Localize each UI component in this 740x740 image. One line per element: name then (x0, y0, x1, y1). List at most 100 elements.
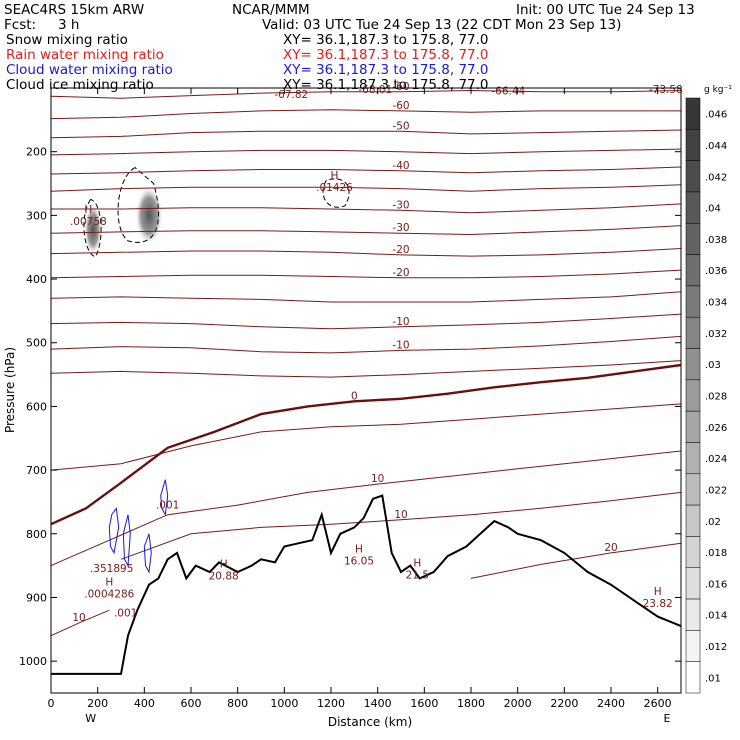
value-label: -68.01 (358, 84, 392, 96)
contour-label: -20 (392, 267, 409, 279)
colorbar-label: .042 (705, 172, 727, 183)
temperature-contour (50, 360, 682, 378)
y-tick-label: 600 (26, 400, 47, 413)
x-tick-label: 2600 (644, 697, 672, 710)
contour-label: 10 (371, 473, 384, 485)
colorbar-label: .032 (705, 329, 727, 340)
field-xy: XY= 36.1,187.3 to 175.8, 77.0 (283, 77, 489, 93)
field-xy: XY= 36.1,187.3 to 175.8, 77.0 (283, 47, 489, 63)
temperature-contour (50, 148, 682, 156)
temperature-contour (50, 313, 682, 330)
colorbar-cell (685, 160, 701, 193)
temperature-contour (50, 450, 682, 567)
x-tick-label: 1800 (457, 697, 485, 710)
model-title: SEAC4RS 15km ARW (4, 2, 144, 18)
value-label: .001 (156, 499, 179, 511)
temperature-contour (51, 203, 682, 214)
temperature-contour (50, 129, 682, 139)
colorbar-unit: g kg⁻¹ (704, 85, 732, 95)
value-label: .0004286 (84, 588, 134, 600)
colorbar-label: .028 (705, 392, 727, 403)
value-label: .001 (114, 608, 137, 620)
max-marker: H (220, 559, 228, 571)
x-tick-label: 1400 (364, 697, 392, 710)
x-tick-label: 400 (134, 697, 155, 710)
value-label: .00758 (70, 216, 107, 228)
colorbar-cell (685, 598, 701, 631)
temperature-contour (50, 403, 682, 471)
field-name: Snow mixing ratio (6, 32, 128, 48)
y-tick-label: 200 (26, 146, 47, 159)
colorbar-cell (685, 97, 701, 130)
colorbar-cell (685, 129, 701, 161)
colorbar-label: .034 (705, 298, 727, 309)
y-tick-label: 1000 (19, 655, 47, 668)
cloud-water-contour (108, 506, 120, 555)
max-marker: H (355, 543, 363, 555)
header: SEAC4RS 15km ARW NCAR/MMM Init: 00 UTC T… (4, 2, 695, 93)
value-label: -67.82 (274, 89, 308, 101)
x-end-east: E (664, 712, 671, 725)
cloud-water-contour (122, 514, 131, 568)
max-marker: H (331, 170, 339, 182)
x-tick-label: 2400 (597, 697, 625, 710)
temperature-contour (50, 166, 682, 175)
contour-label: 0 (351, 390, 358, 402)
temperature-contour (470, 542, 682, 579)
temperature-contour (50, 291, 682, 303)
y-tick-label: 500 (26, 337, 47, 350)
x-end-west: W (85, 712, 96, 725)
field-name: Cloud ice mixing ratio (6, 77, 154, 93)
colorbar-label: .044 (705, 141, 727, 152)
colorbar-label: .024 (705, 454, 727, 465)
value-label: .351895 (90, 563, 133, 575)
y-tick-label: 400 (26, 273, 47, 286)
contour-label: 10 (72, 612, 85, 624)
temperature-contour (50, 109, 681, 120)
contour-label: -60 (392, 100, 409, 112)
contour-label: -10 (392, 316, 409, 328)
x-tick-label: 2200 (550, 697, 578, 710)
colorbar-cell (685, 191, 701, 224)
max-marker: H (105, 576, 113, 588)
value-label: 21.5 (406, 569, 429, 581)
temperature-contour (50, 89, 682, 99)
contour-label: -30 (392, 199, 409, 211)
colorbar-cell (685, 442, 701, 475)
snow-contour (83, 198, 102, 258)
value-label: 16.05 (344, 555, 374, 567)
x-tick-label: 2000 (504, 697, 532, 710)
temperature-contour (50, 225, 682, 236)
x-tick-label: 200 (87, 697, 108, 710)
colorbar-label: .038 (705, 235, 727, 246)
field-name: Rain water mixing ratio (6, 47, 164, 63)
contour-label: -20 (392, 244, 409, 256)
contour-label: 20 (604, 542, 617, 554)
temperature-contour (120, 491, 682, 560)
max-marker: H (84, 204, 92, 216)
colorbar-cell (685, 473, 701, 506)
colorbar-label: .046 (705, 110, 727, 121)
temperature-contour (50, 364, 682, 525)
cloud-water-contour (160, 479, 169, 517)
y-tick-label: 700 (26, 464, 47, 477)
y-tick-label: 300 (26, 209, 47, 222)
x-tick-label: 1600 (410, 697, 438, 710)
colorbar-cell (685, 223, 701, 255)
colorbar-cell (685, 379, 701, 412)
temperature-contour (50, 335, 682, 354)
snow-contour (117, 167, 159, 243)
valid-time: Valid: 03 UTC Tue 24 Sep 13 (22 CDT Mon … (262, 17, 621, 33)
colorbar-cell (685, 254, 701, 287)
init-time: Init: 00 UTC Tue 24 Sep 13 (516, 2, 695, 18)
colorbar-cell (685, 504, 701, 537)
x-axis-title: Distance (km) (328, 715, 412, 729)
contour-label: -50 (392, 120, 409, 132)
value-label: -66.44 (491, 85, 525, 97)
x-tick-label: 0 (48, 697, 55, 710)
colorbar-cell (685, 348, 701, 381)
colorbar-label: .03 (705, 360, 721, 371)
field-name: Cloud water mixing ratio (6, 62, 173, 78)
value-label: .01426 (316, 182, 353, 194)
